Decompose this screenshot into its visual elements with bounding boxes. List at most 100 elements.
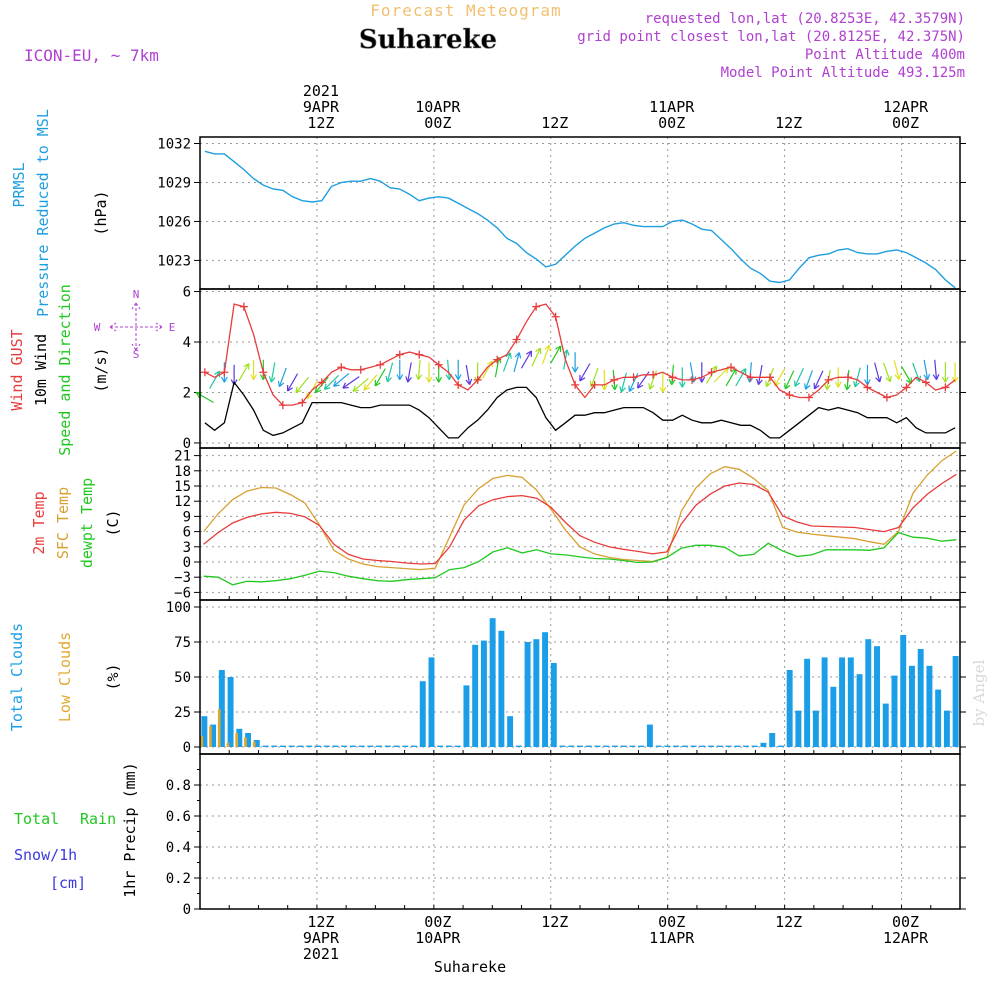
wind-arrow-head (295, 386, 302, 394)
pressure-line (204, 150, 956, 289)
total-cloud-bar (603, 745, 610, 747)
wind-arrow-head (363, 384, 370, 391)
total-cloud-bar (437, 745, 444, 747)
total-cloud-bar (847, 657, 854, 747)
low-cloud-bar (200, 735, 204, 747)
y-tick-label: 0.8 (166, 778, 191, 794)
total-cloud-bar (725, 745, 732, 747)
wind-gust-marker (941, 383, 950, 392)
low-cloud-bar (209, 726, 212, 747)
total-cloud-bar (201, 716, 208, 747)
wind-arrow-head (834, 381, 842, 388)
wind-gust-marker (688, 375, 697, 384)
wind-gust-marker (824, 375, 833, 384)
bottom-time-label: 00Z (424, 913, 451, 931)
bottom-time-label: 10APR (415, 929, 461, 947)
total-cloud-bar (515, 745, 522, 747)
pressure-panel: 1023 1026 1029 1032 PRMSL Pressure Reduced to… (10, 109, 966, 317)
wind-direction-arrows (195, 344, 959, 404)
panels-layer: 1023 1026 1029 1032 PRMSL Pressure Reduced to… (8, 109, 966, 918)
wind-ylabel-gust: Wind GUST (8, 329, 26, 410)
wind-arrow-head (885, 375, 892, 383)
wind-arrow-head (648, 383, 655, 390)
requested-coords: requested lon,lat (20.8253E, 42.3579N) (645, 11, 965, 27)
wind-gust-marker (337, 363, 346, 372)
total-cloud-bar (952, 656, 959, 747)
bottom-time-label: 9APR (303, 929, 340, 947)
total-cloud-bar (856, 674, 863, 747)
wind-arrow (713, 367, 729, 383)
wind-arrow-head (314, 386, 322, 394)
wind-gust-marker (220, 368, 229, 377)
model-altitude: Model Point Altitude 493.125m (721, 65, 965, 81)
y-tick-label: 0 (183, 436, 191, 452)
total-cloud-bar (734, 745, 741, 747)
y-tick-label: 6 (183, 525, 191, 541)
wind-arrow-head (951, 376, 959, 383)
wind-gust-marker (610, 375, 619, 384)
precip-legend-rain: Rain (80, 810, 116, 828)
total-cloud-bar (332, 745, 339, 747)
wind-arrow-head (794, 380, 801, 387)
total-cloud-bar (542, 632, 549, 747)
wind-ylabel-direction: Speed and Direction (56, 284, 74, 456)
panel-frame (199, 753, 961, 910)
wind-arrow (854, 367, 861, 388)
wind-gust-marker (200, 368, 209, 377)
sfc-temp-line (203, 450, 957, 571)
y-tick-label: 0 (183, 555, 191, 571)
wind-arrow (934, 359, 938, 380)
total-cloud-bar (646, 724, 653, 747)
total-cloud-bar (594, 745, 601, 747)
wind-arrow-head (875, 375, 882, 383)
wind-arrow-head (659, 386, 667, 393)
total-cloud-bar (507, 716, 514, 747)
top-time-label: 00Z (892, 114, 919, 132)
clouds-ylabel-low: Low Clouds (56, 632, 74, 722)
top-time-label: 10APR (415, 98, 461, 116)
compass-south: S (133, 348, 140, 361)
total-cloud-bar (245, 733, 252, 747)
compass-rose: N S W E (94, 288, 176, 361)
grid-point-coords: grid point closest lon,lat (20.8125E, 42… (577, 29, 965, 45)
temp-ylabel-dewpt: dewpt Temp (78, 478, 96, 568)
wind-gust-marker (902, 383, 911, 392)
wind-gust-marker (882, 393, 891, 402)
precip-legend-total: Total (14, 810, 59, 828)
low-cloud-bars (200, 709, 256, 747)
top-time-label: 12Z (541, 114, 568, 132)
total-cloud-bar (865, 639, 872, 747)
low-cloud-bar (252, 741, 256, 747)
total-cloud-bar (874, 646, 880, 747)
total-cloud-bar (568, 745, 575, 747)
y-tick-label: 12 (174, 494, 191, 510)
total-cloud-bar (227, 677, 234, 747)
total-cloud-bar (463, 685, 470, 747)
total-cloud-bar (891, 675, 898, 747)
wind-gust-marker (356, 365, 365, 374)
total-cloud-bar (664, 745, 671, 747)
wind-arrow-head (405, 376, 412, 383)
wind-gust-marker (649, 370, 658, 379)
total-cloud-bar (393, 745, 400, 747)
wind-gust-marker (921, 378, 930, 387)
wind-arrow-head (923, 373, 931, 380)
y-tick-label: 9 (183, 509, 191, 525)
wind-arrow-head (342, 382, 349, 389)
wind-arrow-head (740, 368, 747, 375)
wind-arrow (794, 368, 805, 387)
total-cloud-bar (288, 745, 295, 747)
y-tick-label: 21 (174, 449, 191, 465)
top-time-label: 9APR (303, 98, 340, 116)
y-tick-label: 0 (183, 902, 191, 918)
total-cloud-bar (236, 728, 243, 747)
wind-gust-marker (415, 350, 424, 359)
total-cloud-bar (908, 665, 915, 747)
bottom-time-label: 12Z (541, 913, 568, 931)
wind-arrow (757, 364, 763, 385)
wind-arrow (541, 345, 550, 365)
total-cloud-bar (935, 689, 942, 747)
wind-gust-marker (532, 302, 541, 311)
y-tick-label: −3 (174, 570, 191, 586)
